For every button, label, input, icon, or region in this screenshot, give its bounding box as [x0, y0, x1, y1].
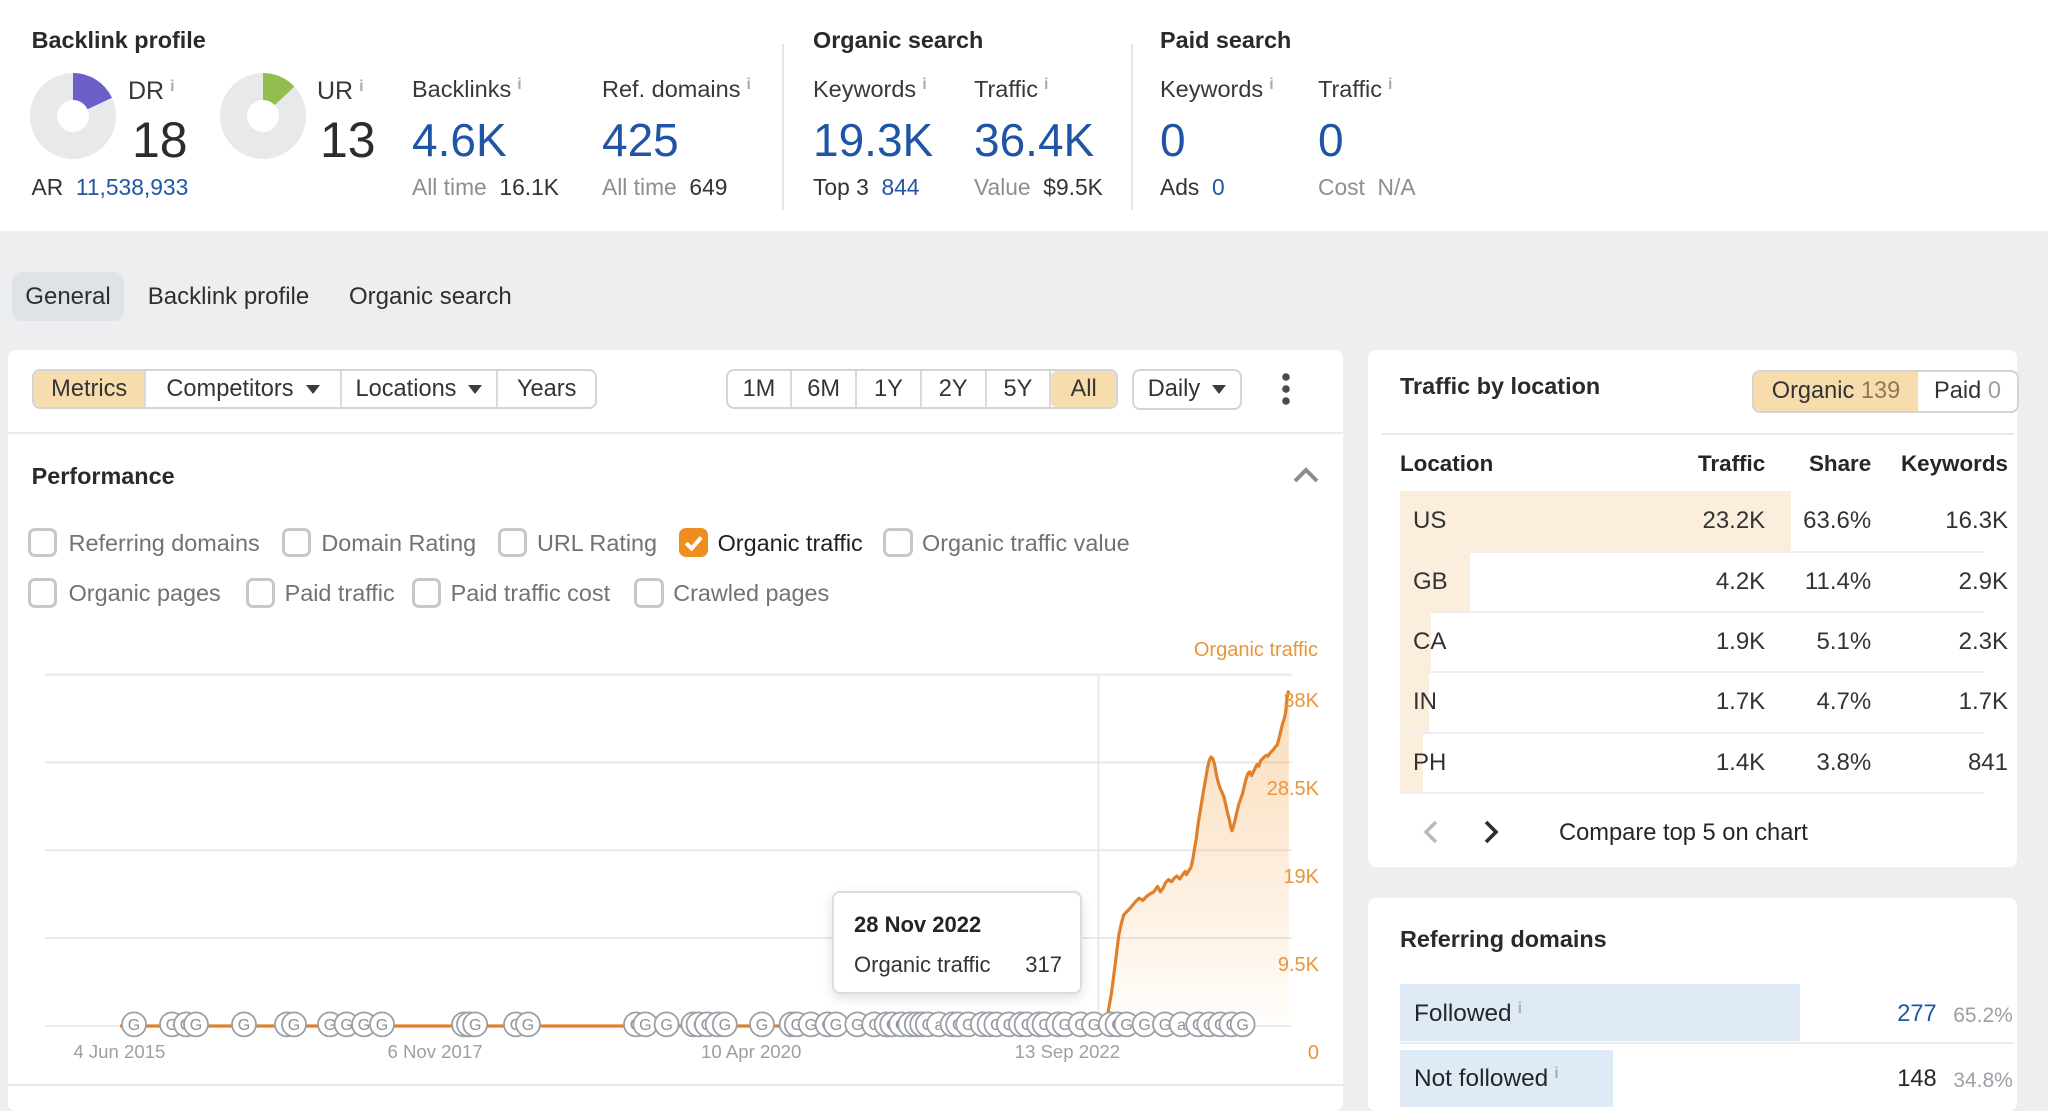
svg-text:a: a [935, 1017, 944, 1034]
svg-text:G: G [190, 1017, 202, 1034]
svg-text:G: G [660, 1017, 672, 1034]
svg-text:G: G [1159, 1017, 1171, 1034]
svg-text:G: G [830, 1017, 842, 1034]
svg-text:G: G [756, 1017, 768, 1034]
svg-text:G: G [851, 1017, 863, 1034]
svg-text:G: G [1138, 1017, 1150, 1034]
svg-text:G: G [719, 1017, 731, 1034]
svg-text:G: G [522, 1017, 534, 1034]
svg-text:G: G [469, 1017, 481, 1034]
svg-text:G: G [639, 1017, 651, 1034]
svg-text:G: G [805, 1017, 817, 1034]
svg-text:G: G [1236, 1017, 1248, 1034]
svg-text:G: G [1120, 1017, 1132, 1034]
svg-text:G: G [358, 1017, 370, 1034]
svg-text:G: G [1059, 1017, 1071, 1034]
svg-text:a: a [1177, 1017, 1186, 1034]
svg-text:G: G [238, 1017, 250, 1034]
svg-text:G: G [128, 1017, 140, 1034]
svg-text:G: G [1088, 1017, 1100, 1034]
svg-text:G: G [376, 1017, 388, 1034]
svg-text:G: G [324, 1017, 336, 1034]
svg-text:G: G [288, 1017, 300, 1034]
svg-text:G: G [340, 1017, 352, 1034]
